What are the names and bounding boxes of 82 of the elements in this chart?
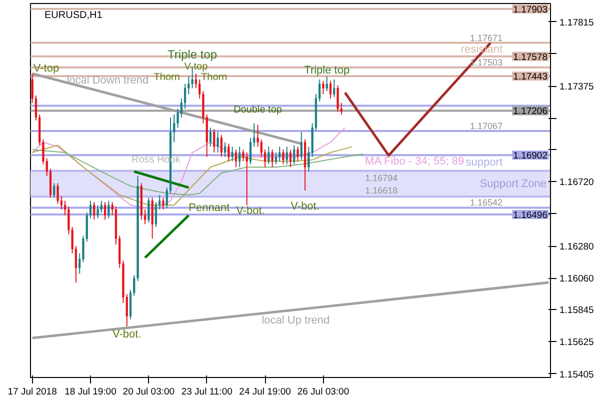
candlestick	[154, 202, 158, 228]
y-tick-label: 1.17815	[560, 17, 594, 28]
y-tick-label: 1.16060	[560, 274, 594, 285]
ref-line-label: 1.16902	[513, 150, 548, 162]
annotation: V-bot.	[236, 204, 265, 217]
annotation: support	[466, 156, 503, 169]
x-tick-label: 17 Jul 2018	[8, 386, 57, 398]
candlestick	[286, 146, 288, 165]
ref-line-label: 1.17206	[513, 106, 548, 118]
candlestick	[293, 144, 296, 165]
candlestick	[231, 146, 234, 162]
annotation: V-top	[184, 62, 208, 73]
candlestick	[268, 146, 270, 165]
annotation: V-bot.	[112, 328, 142, 340]
ref-line-label: 1.16496	[513, 210, 548, 221]
candlestick	[278, 146, 281, 162]
candlestick	[329, 80, 332, 99]
candlestick	[100, 200, 102, 213]
candlestick	[271, 149, 274, 168]
candlestick	[336, 84, 339, 112]
candlestick	[213, 128, 216, 154]
annotation: Thorn	[201, 72, 228, 83]
ref-line-label: 1.17903	[513, 4, 548, 16]
y-tick-label: 1.15845	[560, 305, 594, 316]
annotation: Triple top	[304, 64, 350, 77]
ref-line-label: 1.17671	[470, 32, 503, 43]
series-label: local Down trend	[66, 74, 149, 86]
ref-line-label: 1.16618	[365, 186, 398, 196]
annotation: Pennant	[188, 202, 230, 214]
candlestick	[289, 149, 292, 168]
y-tick-label: 1.17375	[560, 82, 594, 93]
y-tick-label: 1.15405	[560, 369, 594, 380]
text: EURUSD,H1	[44, 10, 103, 21]
candlestick	[333, 78, 336, 98]
candlestick	[249, 137, 252, 165]
candlestick	[322, 80, 324, 95]
candlestick	[93, 202, 96, 220]
candlestick	[224, 142, 226, 158]
candlestick	[228, 143, 230, 162]
candlestick	[162, 197, 164, 210]
x-tick-label: 18 Jul 19:00	[64, 386, 116, 398]
y-tick-label: 1.16280	[560, 242, 594, 253]
band-label: Support Zone	[480, 178, 546, 190]
candlestick	[220, 134, 222, 158]
candlestick	[238, 146, 241, 168]
annotation: V-top	[33, 62, 60, 75]
annotation: Thorn	[154, 72, 180, 83]
y-tick-label: 1.16720	[560, 177, 594, 188]
candlestick	[53, 182, 56, 198]
candlestick	[234, 149, 238, 168]
annotation: V-bot.	[290, 200, 320, 213]
candlestick	[242, 149, 244, 162]
annotation: Double top	[234, 104, 282, 116]
candlestick	[246, 152, 248, 206]
candlestick	[300, 132, 302, 160]
ref-line-label: 1.17443	[513, 72, 548, 83]
candlestick	[96, 204, 99, 219]
candlestick	[326, 76, 328, 92]
candlestick	[260, 138, 262, 158]
annotation: MA Fibo - 34; 55; 89	[365, 155, 464, 168]
ref-line-label: 1.16542	[470, 198, 503, 208]
ref-line-label: 1.17578	[513, 52, 548, 63]
x-tick-label: 20 Jul 03:00	[122, 386, 175, 398]
x-tick-label: 23 Jul 11:00	[181, 386, 232, 398]
ref-line-label: 1.17067	[470, 121, 503, 132]
x-tick-label: 26 Jul 03:00	[297, 386, 350, 398]
candlestick	[56, 182, 59, 204]
candlestick	[296, 146, 299, 162]
candlestick	[209, 127, 212, 148]
candlestick	[104, 202, 106, 220]
x-tick-label: 24 Jul 19:00	[239, 386, 291, 398]
candlestick	[151, 197, 154, 240]
ref-line-label: 1.16794	[365, 172, 398, 183]
annotation: Triple top	[168, 48, 218, 62]
candlestick	[148, 197, 150, 224]
candlestick	[216, 132, 219, 154]
candlestick	[274, 152, 278, 165]
y-tick-label: 1.15625	[560, 337, 594, 348]
series-label: local Up trend	[262, 314, 330, 327]
candlestick	[108, 200, 110, 219]
candlestick	[282, 149, 284, 165]
candlestick	[184, 83, 186, 110]
